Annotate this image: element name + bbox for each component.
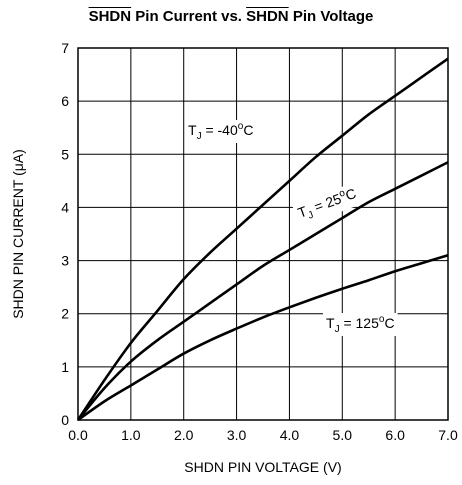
- x-axis-label: SHDN PIN VOLTAGE (V): [184, 459, 341, 475]
- grid: [78, 48, 448, 420]
- y-tick-label: 2: [61, 306, 69, 322]
- title-mid: Pin Current vs.: [131, 8, 247, 25]
- y-tick-label: 1: [61, 359, 69, 375]
- title-shdn-2: SHDN: [246, 8, 289, 25]
- y-tick-label: 5: [61, 146, 69, 162]
- y-tick-label: 6: [61, 93, 69, 109]
- series-line-1: [76, 161, 449, 421]
- label-bg-minus40: [185, 120, 257, 143]
- y-tick-label: 0: [61, 412, 69, 428]
- x-tick-labels: 0.0 1.0 2.0 3.0 4.0 5.0 6.0 7.0: [68, 427, 458, 443]
- label-tj-minus40: TJ = -40oC: [188, 121, 253, 142]
- curves: [76, 57, 449, 422]
- x-tick-label: 7.0: [438, 427, 458, 443]
- series-line-2: [77, 254, 449, 422]
- x-tick-label: 2.0: [174, 427, 194, 443]
- y-tick-label: 3: [61, 253, 69, 269]
- x-tick-label: 1.0: [121, 427, 141, 443]
- chart-title: SHDN Pin Current vs. SHDN Pin Voltage: [0, 8, 462, 25]
- label-bg-125: [323, 313, 398, 336]
- y-tick-label: 4: [61, 199, 69, 215]
- title-end: Pin Voltage: [288, 8, 374, 25]
- x-tick-label: 6.0: [385, 427, 405, 443]
- y-tick-label: 7: [61, 40, 69, 56]
- label-bg-25: [292, 182, 363, 227]
- x-tick-label: 3.0: [227, 427, 247, 443]
- x-tick-label: 5.0: [333, 427, 353, 443]
- curve-labels: TJ = -40oC TJ = 25oC TJ = 125oC: [185, 120, 398, 336]
- series-line-0: [76, 57, 449, 421]
- label-tj-125: TJ = 125oC: [326, 314, 395, 335]
- x-tick-label: 4.0: [280, 427, 300, 443]
- title-shdn-1: SHDN: [88, 8, 132, 25]
- x-tick-label: 0.0: [68, 427, 88, 443]
- plot-frame: [77, 47, 449, 421]
- y-tick-labels: 0 1 2 3 4 5 6 7: [61, 40, 69, 428]
- y-axis-label: SHDN PIN CURRENT (μA): [10, 149, 26, 319]
